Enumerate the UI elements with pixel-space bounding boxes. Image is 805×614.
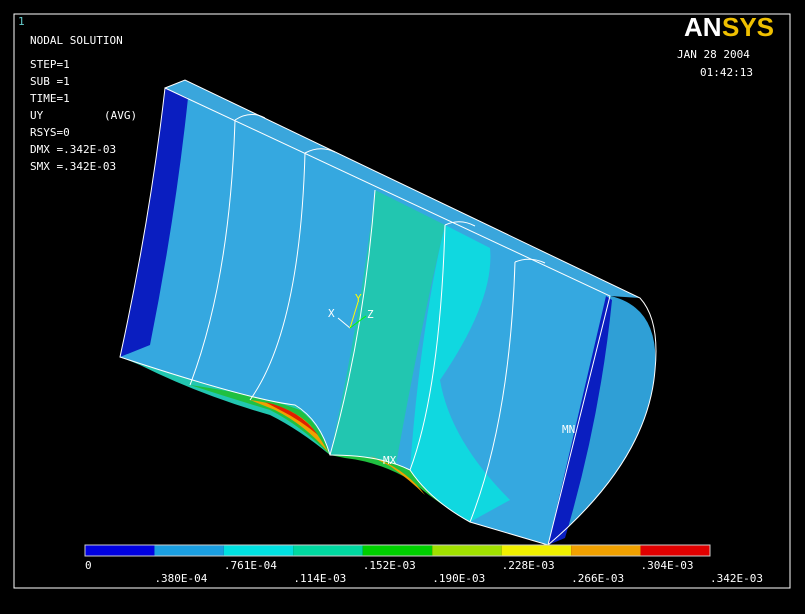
legend-label: .228E-03 (502, 559, 555, 572)
edge (249, 148, 336, 401)
triad-x-label: X (328, 307, 335, 320)
edge (469, 258, 546, 523)
info-line: STEP=1 (30, 58, 70, 71)
legend-label: .266E-03 (571, 572, 624, 585)
result-avg: (AVG) (104, 109, 137, 122)
info-line: TIME=1 (30, 92, 70, 105)
legend-label: .342E-03 (710, 572, 763, 585)
edge (119, 87, 611, 546)
legend-band (362, 545, 433, 556)
info-line: RSYS=0 (30, 126, 70, 139)
triad-z-label: Z (367, 308, 374, 321)
legend-band (640, 545, 710, 556)
info-line: DMX =.342E-03 (30, 143, 116, 156)
edge (189, 114, 266, 386)
edge (164, 79, 657, 546)
triad-y-label: Y (355, 292, 362, 305)
plot-title: NODAL SOLUTION (30, 34, 123, 47)
legend-band (501, 545, 572, 556)
info-line: SMX =.342E-03 (30, 160, 116, 173)
triad: X Y Z (328, 292, 374, 329)
legend-border (84, 544, 711, 557)
result-label: UY (30, 109, 44, 122)
legend-label: .380E-04 (154, 572, 207, 585)
legend-band (223, 545, 294, 556)
triad-y (349, 301, 359, 329)
legend-label: .304E-03 (641, 559, 694, 572)
edge (329, 189, 376, 456)
window-number: 1 (18, 15, 25, 28)
legend-label: .152E-03 (363, 559, 416, 572)
contour-band (410, 225, 510, 522)
contour-band (330, 455, 470, 522)
frame (13, 13, 791, 589)
legend-band (85, 545, 155, 556)
legend: 0 .380E-04 .761E-04 .114E-03 .152E-03 .190E-0… (84, 544, 763, 585)
legend-label: .114E-03 (293, 572, 346, 585)
logo-sys: SYS (722, 12, 774, 42)
min-marker: MN (562, 423, 575, 436)
triad-x (337, 317, 351, 329)
legend-label: .761E-04 (224, 559, 277, 572)
contour-min-left (120, 88, 188, 357)
legend-label: 0 (85, 559, 92, 572)
legend-band (154, 545, 224, 556)
legend-band (571, 545, 641, 556)
triad-z (349, 315, 367, 329)
model (119, 79, 657, 546)
legend-band (432, 545, 502, 556)
top-face (165, 80, 640, 298)
info-line: SUB =1 (30, 75, 70, 88)
date: JAN 28 2004 (677, 48, 750, 61)
logo-an: AN (684, 12, 722, 42)
legend-label: .190E-03 (432, 572, 485, 585)
edge (409, 221, 476, 471)
legend-band (293, 545, 363, 556)
contour-band (330, 190, 445, 470)
time: 01:42:13 (700, 66, 753, 79)
max-marker: MX (383, 454, 397, 467)
